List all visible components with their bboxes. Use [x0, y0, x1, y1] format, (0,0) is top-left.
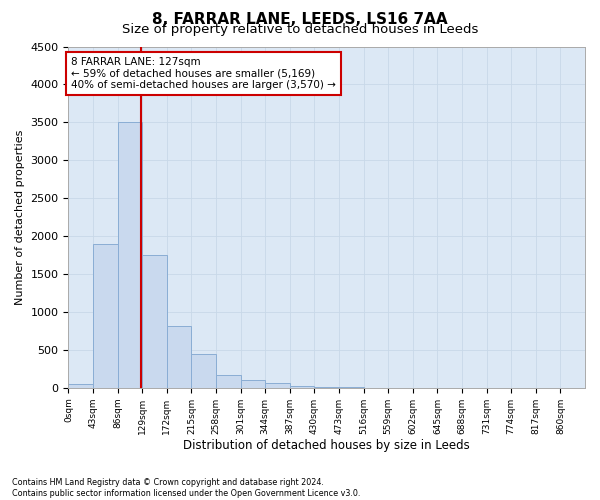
Text: 8 FARRAR LANE: 127sqm
← 59% of detached houses are smaller (5,169)
40% of semi-d: 8 FARRAR LANE: 127sqm ← 59% of detached … — [71, 56, 336, 90]
Bar — [241, 380, 265, 388]
Bar — [167, 326, 191, 388]
Bar — [93, 244, 118, 388]
Bar — [191, 354, 216, 388]
Text: Size of property relative to detached houses in Leeds: Size of property relative to detached ho… — [122, 22, 478, 36]
Bar — [118, 122, 142, 388]
Bar — [142, 255, 167, 388]
Bar — [68, 384, 93, 388]
Text: 8, FARRAR LANE, LEEDS, LS16 7AA: 8, FARRAR LANE, LEEDS, LS16 7AA — [152, 12, 448, 26]
Bar — [314, 387, 339, 388]
Bar — [216, 375, 241, 388]
Y-axis label: Number of detached properties: Number of detached properties — [15, 130, 25, 305]
X-axis label: Distribution of detached houses by size in Leeds: Distribution of detached houses by size … — [184, 440, 470, 452]
Bar — [290, 386, 314, 388]
Text: Contains HM Land Registry data © Crown copyright and database right 2024.
Contai: Contains HM Land Registry data © Crown c… — [12, 478, 361, 498]
Bar — [265, 384, 290, 388]
